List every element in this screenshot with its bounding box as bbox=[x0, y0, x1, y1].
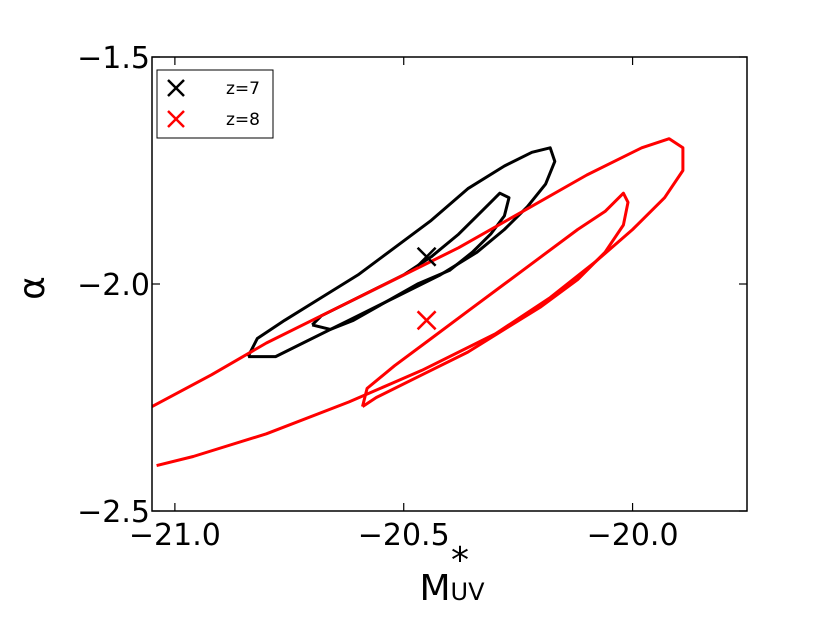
y-axis-label: α bbox=[12, 276, 53, 300]
contours-layer bbox=[152, 137, 685, 468]
legend-box bbox=[156, 69, 274, 139]
best-fit-marker-z7 bbox=[416, 246, 437, 267]
best-fit-markers bbox=[416, 246, 437, 331]
legend-entry-z7: z=7 bbox=[167, 79, 260, 99]
contour-z7-2 bbox=[246, 146, 557, 359]
legend-label: z=8 bbox=[226, 110, 260, 130]
x-tick-label: −21.0 bbox=[129, 518, 221, 553]
legend-label: z=7 bbox=[226, 79, 260, 99]
x-axis-label: MUV bbox=[419, 568, 485, 609]
y-tick-label: −2.5 bbox=[77, 495, 150, 530]
axis-ticks: −21.0 −20.5 −20.0 −2.5 −2.0 −1.5 bbox=[77, 41, 747, 553]
contour-z7-1 bbox=[311, 191, 511, 331]
best-fit-marker-z8 bbox=[416, 310, 437, 331]
x-tick-label: −20.0 bbox=[587, 518, 679, 553]
y-tick-label: −1.5 bbox=[77, 41, 150, 76]
x-axis-label-main: M bbox=[419, 568, 450, 609]
y-tick-label: −2.0 bbox=[77, 268, 150, 303]
x-axis-label-sup: * bbox=[451, 540, 469, 581]
contour-z8-2 bbox=[152, 137, 685, 468]
legend-entry-z8: z=8 bbox=[167, 110, 260, 130]
contour-z8-1 bbox=[361, 191, 630, 408]
x-tick-label: −20.5 bbox=[358, 518, 450, 553]
legend: z=7 z=8 bbox=[156, 69, 274, 139]
x-axis-label-sub: UV bbox=[451, 578, 486, 606]
